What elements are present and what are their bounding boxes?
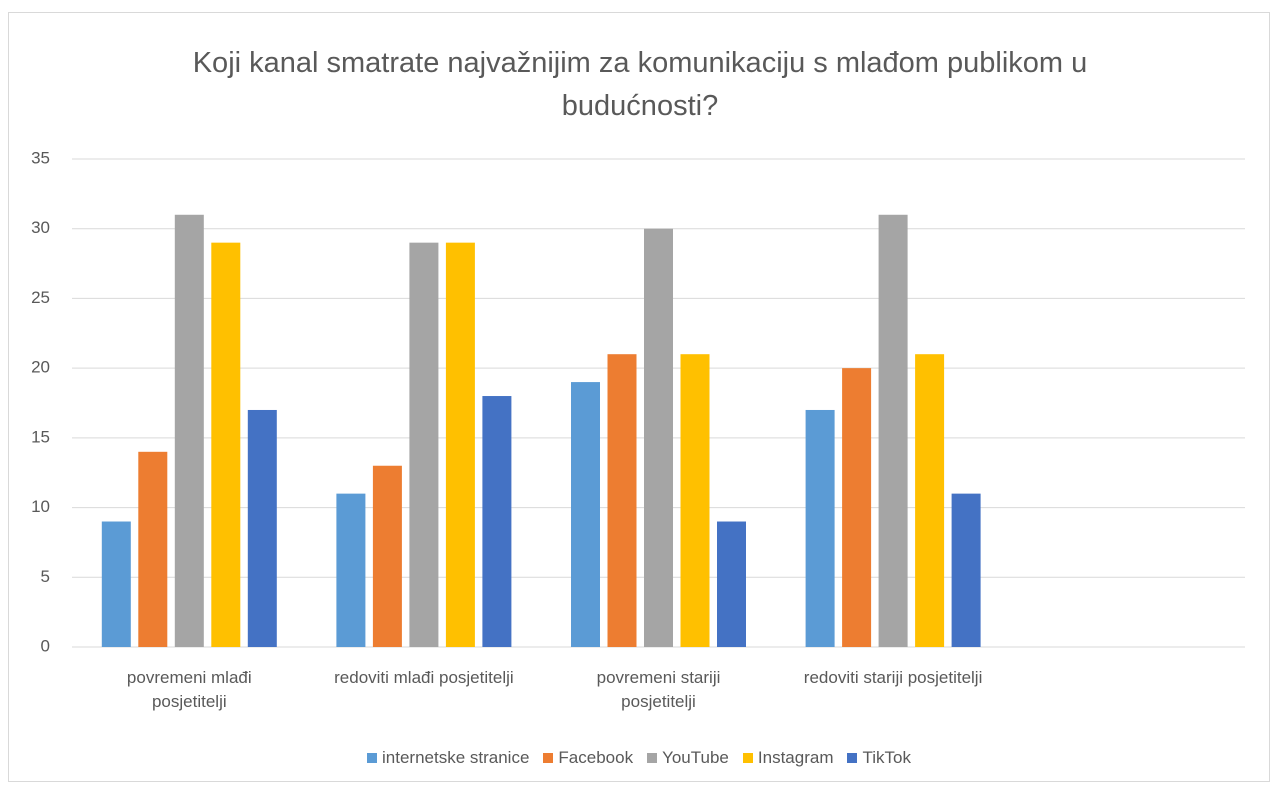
y-tick-label: 5 (41, 567, 50, 586)
bar (951, 493, 981, 647)
legend: internetske stranice Facebook YouTube Insta… (0, 748, 1278, 768)
bar (482, 396, 512, 647)
y-tick-label: 0 (41, 636, 50, 655)
legend-item: internetske stranice (367, 748, 529, 768)
bar (101, 521, 131, 647)
legend-label: YouTube (662, 748, 729, 767)
legend-item: Facebook (543, 748, 633, 768)
legend-label: internetske stranice (382, 748, 530, 767)
legend-swatch (742, 753, 753, 763)
bar (336, 493, 366, 647)
legend-swatch (543, 753, 554, 763)
bar (717, 521, 746, 647)
legend-label: TikTok (862, 748, 911, 767)
bar (878, 214, 908, 647)
bar (211, 242, 241, 647)
legend-label: Facebook (558, 748, 634, 767)
x-tick-label: redoviti stariji posjetitelji (803, 668, 983, 687)
y-tick-label: 30 (31, 218, 50, 237)
bar (174, 214, 204, 647)
bar (805, 409, 835, 647)
legend-item: TikTok (847, 748, 911, 768)
legend-label: Instagram (757, 748, 834, 767)
bar (247, 409, 277, 647)
bar (644, 228, 673, 647)
y-tick-label: 35 (31, 148, 50, 167)
bar (571, 382, 600, 647)
bar (372, 465, 402, 647)
y-tick-label: 25 (31, 288, 50, 307)
x-tick-label: povremeni stariji posjetitelji (596, 668, 721, 711)
chart-frame (8, 12, 1270, 782)
legend-item: Instagram (742, 748, 834, 768)
bar (842, 368, 872, 647)
legend-swatch (847, 753, 858, 763)
x-tick-label: povremeni mlađi posjetitelji (126, 668, 252, 711)
bar (680, 354, 710, 647)
chart-title: Koji kanal smatrate najvažnijim za komun… (192, 47, 1088, 122)
bar (409, 242, 439, 647)
legend-item: YouTube (647, 748, 729, 768)
bar (915, 354, 945, 647)
bar (607, 354, 637, 647)
legend-swatch (647, 753, 658, 763)
x-tick-label: redoviti mlađi posjetitelji (334, 668, 514, 687)
y-tick-label: 10 (31, 497, 50, 516)
y-tick-label: 15 (31, 427, 50, 446)
bar (138, 451, 168, 647)
bar (445, 242, 475, 647)
legend-swatch (367, 753, 377, 763)
y-tick-label: 20 (31, 358, 50, 377)
